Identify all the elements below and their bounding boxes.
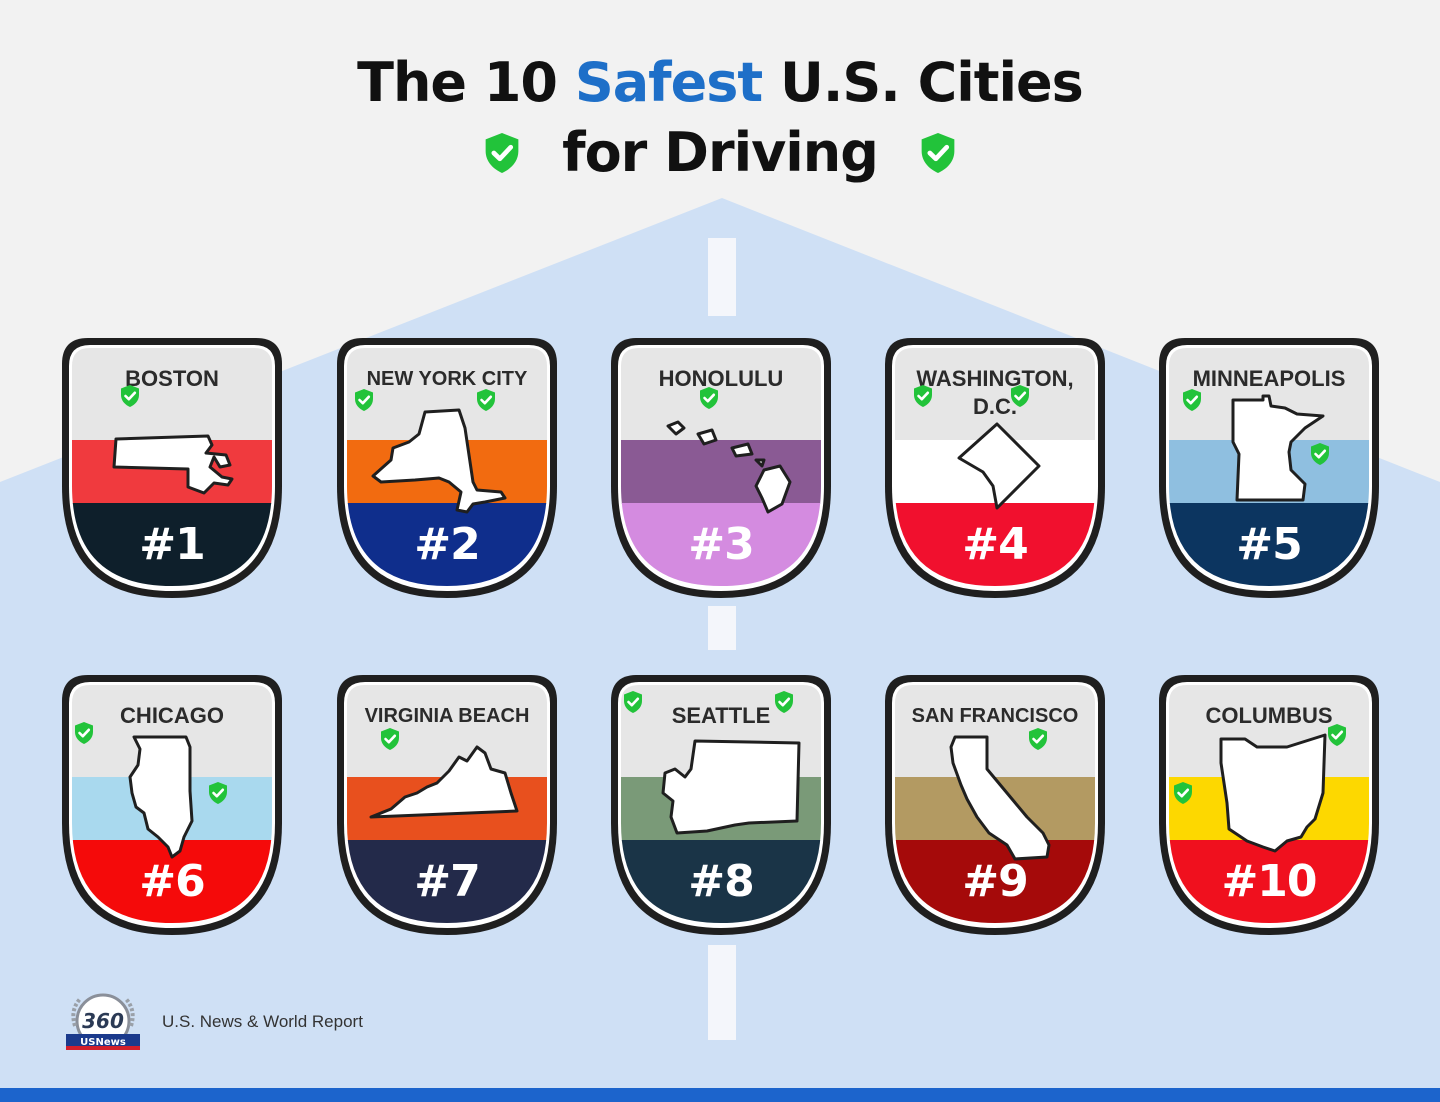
title-text-part1: The 10 xyxy=(357,51,575,114)
state-outline-icon xyxy=(953,422,1043,516)
svg-text:360: 360 xyxy=(82,1009,124,1033)
title-accent-text: Safest xyxy=(574,51,763,114)
state-outline-icon xyxy=(367,743,523,825)
shield-check-icon xyxy=(1172,781,1194,805)
city-badge: VIRGINIA BEACH #7 xyxy=(335,673,559,938)
rank-number: #9 xyxy=(962,856,1028,907)
shield-check-icon xyxy=(1027,727,1049,751)
state-outline-icon xyxy=(1215,733,1335,861)
rank-number: #4 xyxy=(962,519,1028,570)
state-outline-icon xyxy=(639,739,805,843)
state-outline-icon xyxy=(1225,394,1329,510)
state-outline-icon xyxy=(947,733,1063,867)
city-badge: MINNEAPOLIS #5 xyxy=(1157,336,1381,601)
shield-check-icon xyxy=(73,721,95,745)
shield-check-icon xyxy=(119,384,141,408)
shield-check-icon xyxy=(622,690,644,714)
source-credit: U.S. News & World Report xyxy=(162,1012,363,1031)
city-name: VIRGINIA BEACH xyxy=(364,705,530,727)
rank-number: #7 xyxy=(414,856,480,907)
city-badge: NEW YORK CITY #2 xyxy=(335,336,559,601)
rank-number: #5 xyxy=(1236,519,1302,570)
shield-check-icon xyxy=(912,384,934,408)
city-badge: WASHINGTON, D.C. #4 xyxy=(883,336,1107,601)
state-outline-icon xyxy=(369,408,517,522)
rank-number: #2 xyxy=(414,519,480,570)
bottom-accent-bar xyxy=(0,1088,1440,1102)
city-badge: SEATTLE #8 xyxy=(609,673,833,938)
shield-check-icon xyxy=(773,690,795,714)
usnews-360-logo: 360 USNews xyxy=(66,993,140,1050)
rank-number: #8 xyxy=(688,856,754,907)
title-text-part2: U.S. Cities xyxy=(762,51,1084,114)
shield-check-icon xyxy=(1009,384,1031,408)
shield-check-icon xyxy=(1181,388,1203,412)
city-name-line-1: WASHINGTON, xyxy=(916,366,1074,391)
rank-number: #1 xyxy=(139,519,205,570)
shield-check-icon xyxy=(485,133,519,173)
shield-check-icon xyxy=(353,388,375,412)
city-name: COLUMBUS xyxy=(1205,703,1333,728)
shield-check-icon xyxy=(379,727,401,751)
state-outline-icon xyxy=(664,420,794,522)
shield-check-icon xyxy=(207,781,229,805)
city-name: CHICAGO xyxy=(120,703,224,728)
state-outline-icon xyxy=(128,733,202,865)
city-name: SAN FRANCISCO xyxy=(911,705,1079,727)
city-name-line-2: D.C. xyxy=(973,394,1017,419)
city-name: BOSTON xyxy=(125,366,219,391)
shield-check-icon xyxy=(1309,442,1331,466)
city-badge: COLUMBUS #10 xyxy=(1157,673,1381,938)
shield-check-icon xyxy=(1326,723,1348,747)
city-name: NEW YORK CITY xyxy=(366,368,528,390)
city-badge: HONOLULU #3 xyxy=(609,336,833,601)
city-badge: SAN FRANCISCO #9 xyxy=(883,673,1107,938)
svg-text:USNews: USNews xyxy=(80,1037,126,1048)
city-badge: CHICAGO #6 xyxy=(60,673,284,938)
title-line-2: for Driving xyxy=(0,118,1440,188)
shield-check-icon xyxy=(921,133,955,173)
title-line2-text: for Driving xyxy=(562,121,879,184)
shield-check-icon xyxy=(698,386,720,410)
title-line-1: The 10 Safest U.S. Cities xyxy=(0,48,1440,118)
city-name: MINNEAPOLIS xyxy=(1192,366,1346,391)
city-name: SEATTLE xyxy=(671,703,771,728)
badge-frame xyxy=(611,338,831,598)
city-name: HONOLULU xyxy=(658,366,784,391)
rank-number: #3 xyxy=(688,519,754,570)
city-badge: BOSTON #1 xyxy=(60,336,284,601)
page-title: The 10 Safest U.S. Cities for Driving xyxy=(0,48,1440,188)
city-name: WASHINGTON, D.C. xyxy=(893,365,1097,421)
state-outline-icon xyxy=(110,433,236,501)
rank-number: #10 xyxy=(1221,856,1317,907)
shield-check-icon xyxy=(475,388,497,412)
rank-number: #6 xyxy=(139,856,205,907)
